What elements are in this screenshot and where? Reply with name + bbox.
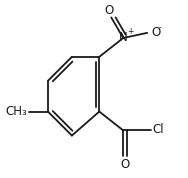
Text: -: - <box>158 23 161 32</box>
Text: Cl: Cl <box>152 123 164 136</box>
Text: N: N <box>119 32 128 44</box>
Text: O: O <box>152 26 161 39</box>
Text: O: O <box>104 4 113 17</box>
Text: +: + <box>127 27 133 36</box>
Text: CH₃: CH₃ <box>6 105 27 118</box>
Text: O: O <box>120 158 130 171</box>
